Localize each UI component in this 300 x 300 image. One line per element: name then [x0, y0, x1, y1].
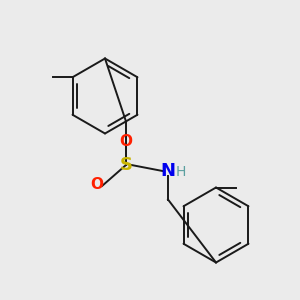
Text: N: N — [160, 162, 175, 180]
Text: H: H — [176, 166, 186, 179]
Text: S: S — [119, 156, 133, 174]
Text: O: O — [90, 177, 103, 192]
Text: O: O — [119, 134, 133, 148]
